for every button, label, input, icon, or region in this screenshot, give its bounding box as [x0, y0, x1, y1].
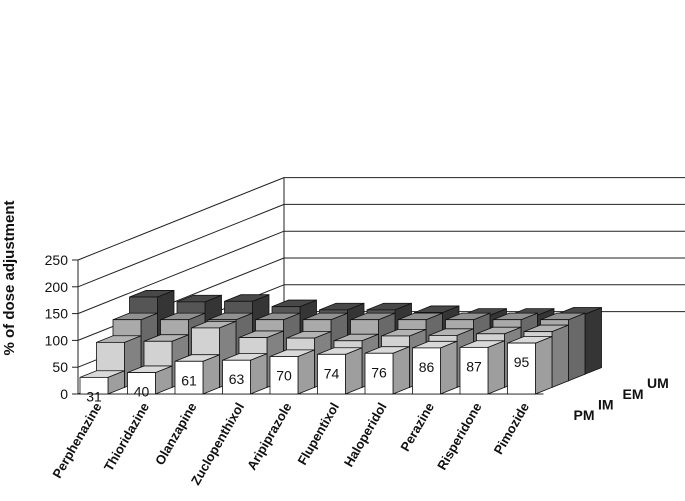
y-tick-label-0: 0 — [60, 386, 68, 402]
bar-side — [250, 353, 268, 395]
bar-side — [487, 340, 505, 395]
bar-PM-Thioridazine — [127, 365, 173, 395]
data-label-Zuclopenthixol: 63 — [229, 371, 245, 387]
data-label-Risperidone: 87 — [466, 358, 482, 374]
y-tick-label-200: 200 — [45, 279, 69, 295]
data-label-Thioridazine: 40 — [134, 384, 150, 400]
category-label-Haloperidol: Haloperidol — [341, 400, 390, 469]
series-label-IM: IM — [598, 396, 614, 412]
bar-front — [364, 352, 394, 395]
category-label-Thioridazine: Thioridazine — [101, 400, 152, 474]
bar-side — [345, 347, 363, 395]
grid-diagonal-150 — [77, 230, 285, 315]
bar-PM-Pimozide — [507, 335, 553, 395]
data-label-Flupentixol: 74 — [324, 365, 340, 381]
bar-side — [392, 346, 410, 395]
bar-front — [174, 360, 204, 395]
y-tick-label-100: 100 — [45, 332, 69, 348]
data-label-Pimozide: 95 — [514, 354, 530, 370]
bar-PM-Aripiprazole — [269, 349, 315, 395]
y-tick-label-150: 150 — [45, 306, 69, 322]
bar-front — [412, 347, 441, 395]
data-label-Perphenazine: 31 — [86, 388, 102, 404]
bar-PM-Perphenazine — [79, 370, 125, 395]
bar-front — [317, 353, 346, 395]
bar-front — [459, 346, 489, 395]
category-label-Zuclopenthixol: Zuclopenthixol — [188, 400, 247, 488]
series-label-EM: EM — [623, 386, 644, 402]
y-tick-label-50: 50 — [52, 359, 68, 375]
bar-front — [222, 359, 251, 395]
bar-side — [584, 306, 602, 375]
y-axis-title: % of dose adjustment — [1, 200, 18, 355]
bar-side — [551, 324, 569, 388]
bar-PM-Risperidone — [459, 340, 505, 395]
bar-front — [127, 372, 156, 395]
bar-front — [79, 376, 109, 395]
series-label-PM: PM — [574, 407, 595, 423]
category-label-Risperidone: Risperidone — [434, 400, 485, 473]
category-label-Perphenazine: Perphenazine — [49, 400, 104, 481]
category-label-Aripiprazole: Aripiprazole — [244, 400, 295, 473]
bar-side — [568, 312, 586, 382]
data-label-Haloperidol: 76 — [371, 364, 387, 380]
category-label-Pimozide: Pimozide — [491, 400, 533, 457]
grid-diagonal-200 — [77, 203, 285, 288]
data-label-Aripiprazole: 70 — [276, 367, 292, 383]
category-label-Perazine: Perazine — [397, 400, 437, 454]
category-label-Flupentixol: Flupentixol — [294, 400, 342, 468]
bar-front — [507, 342, 536, 395]
bar-PM-Zuclopenthixol — [222, 353, 268, 395]
bar-PM-Haloperidol — [364, 346, 410, 395]
bar-side — [440, 340, 458, 395]
category-label-Olanzapine: Olanzapine — [152, 400, 200, 468]
data-label-Olanzapine: 61 — [181, 372, 197, 388]
bar-PM-Flupentixol — [317, 347, 363, 395]
bar-side — [297, 349, 315, 395]
bar-PM-Olanzapine — [174, 354, 220, 395]
grid-diagonal-100 — [77, 257, 285, 341]
bar-front — [269, 356, 299, 395]
bar-side — [535, 335, 553, 395]
chart-bars — [79, 289, 602, 395]
grid-diagonal-250 — [77, 177, 285, 261]
y-tick-label-250: 250 — [45, 252, 69, 268]
data-label-Perazine: 86 — [419, 359, 435, 375]
bar-PM-Perazine — [412, 340, 458, 395]
series-label-UM: UM — [647, 375, 669, 391]
